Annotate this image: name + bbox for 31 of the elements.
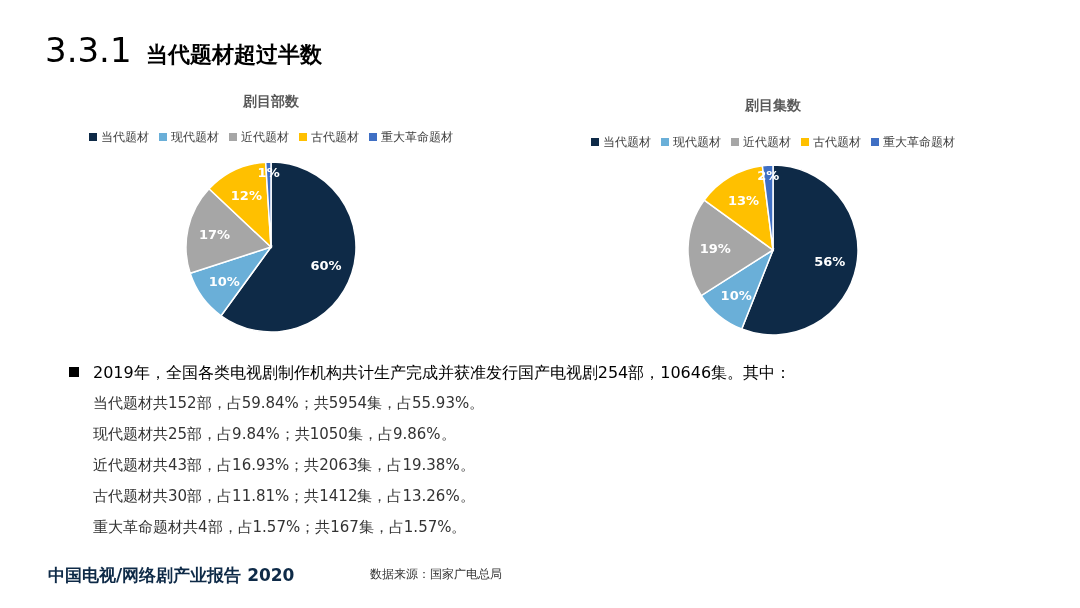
source-note: 数据来源：国家广电总局 [370, 567, 502, 581]
text: 中国电视/网络剧产业报告 2020 [48, 565, 295, 585]
legend-label: 当代题材 [101, 130, 149, 144]
data-label: 10% [720, 287, 752, 303]
data-label: 1% [257, 165, 280, 181]
legend-label: 古代题材 [311, 130, 359, 144]
data-label: 17% [199, 227, 231, 243]
data-label: 2% [757, 168, 780, 184]
text: 现代题材共25部，占9.84%；共1050集，占9.86%。 [93, 425, 456, 443]
legend-label: 现代题材 [673, 135, 721, 149]
legend-label: 当代题材 [603, 135, 651, 149]
legend-label: 古代题材 [813, 135, 861, 149]
data-label: 10% [208, 273, 240, 289]
legend-label: 重大革命题材 [883, 135, 955, 149]
data-label: 19% [699, 241, 731, 257]
text: 重大革命题材共4部，占1.57%；共167集，占1.57%。 [93, 518, 467, 536]
data-label: 60% [310, 257, 342, 273]
text: 当代题材共152部，占59.84%；共5954集，占55.93%。 [93, 394, 485, 412]
text: 2019年，全国各类电视剧制作机构共计生产完成并获准发行国产电视剧254部，10646集。其中： [93, 363, 792, 382]
legend-label: 近代题材 [743, 135, 791, 149]
data-label: 56% [814, 253, 846, 269]
legend-label: 现代题材 [171, 130, 219, 144]
legend-label: 近代题材 [241, 130, 289, 144]
data-label: 13% [728, 193, 760, 209]
text: 古代题材共30部，占11.81%；共1412集，占13.26%。 [93, 487, 475, 505]
text: 近代题材共43部，占16.93%；共2063集，占19.38%。 [93, 456, 475, 474]
chart-title: 剧目集数 [744, 97, 802, 113]
text: 3.3.1 当代题材超过半数 [45, 30, 323, 70]
data-label: 12% [230, 187, 262, 203]
legend-label: 重大革命题材 [381, 130, 453, 144]
chart-title: 剧目部数 [242, 93, 300, 109]
